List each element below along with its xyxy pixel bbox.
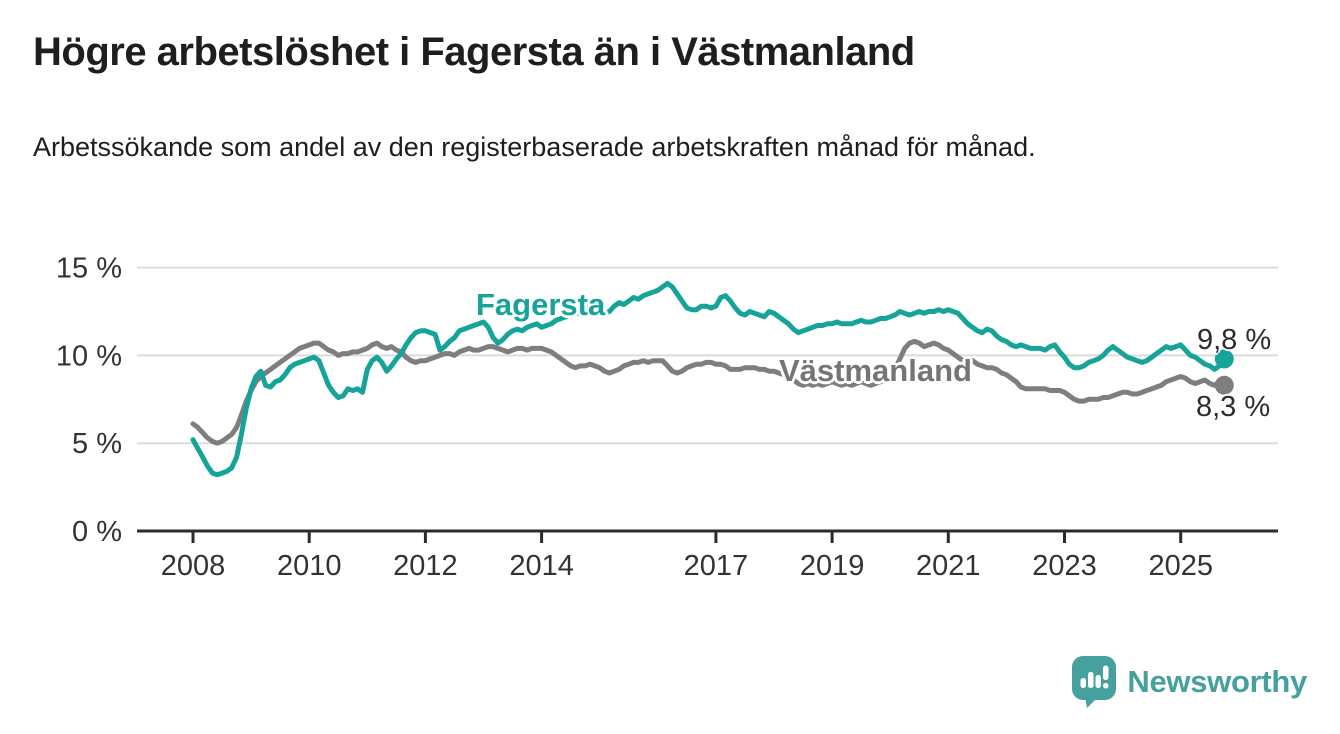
series-end-dot-västmanland: [1214, 375, 1234, 395]
chart-subtitle: Arbetssökande som andel av den registerb…: [33, 132, 1036, 162]
series-label-vastmanland: Västmanland: [779, 353, 972, 388]
y-tick-label: 0 %: [72, 516, 122, 548]
y-tick-label: 15 %: [56, 253, 122, 285]
x-tick-label: 2008: [161, 550, 226, 582]
newsworthy-logo-text: Newsworthy: [1127, 664, 1307, 699]
newsworthy-logo: Newsworthy: [1072, 656, 1307, 708]
x-tick-label: 2025: [1148, 550, 1213, 582]
x-tick-label: 2010: [277, 550, 342, 582]
x-tick-label: 2014: [509, 550, 574, 582]
x-tick-label: 2021: [916, 550, 981, 582]
series-end-dot-fagersta: [1214, 349, 1234, 369]
x-tick-label: 2012: [393, 550, 458, 582]
y-tick-label: 10 %: [56, 340, 122, 372]
end-value-label-vastmanland: 8,3 %: [1196, 391, 1271, 423]
end-value-label-fagersta: 9,8 %: [1197, 324, 1272, 356]
series-line-västmanland: [190, 338, 1227, 446]
series-label-fagersta: Fagersta: [476, 287, 606, 322]
chart-title: Högre arbetslöshet i Fagersta än i Västm…: [33, 30, 915, 74]
y-tick-label: 5 %: [72, 428, 122, 460]
x-tick-label: 2017: [684, 550, 749, 582]
series-line-fagersta: [190, 280, 1227, 478]
newsworthy-bar-chart-icon: [1072, 656, 1117, 708]
x-tick-label: 2019: [800, 550, 865, 582]
x-tick-label: 2023: [1032, 550, 1097, 582]
